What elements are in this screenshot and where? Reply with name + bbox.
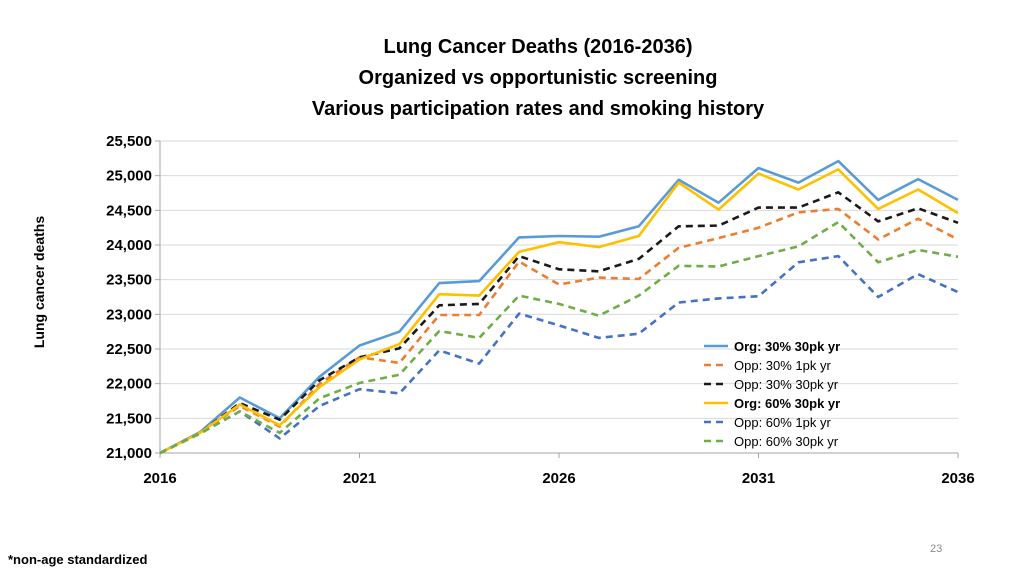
legend-label-6: Opp: 60% 30pk yr [734,434,839,449]
axes: 21,000 21,500 22,000 22,500 23,000 23,500 24,0… [106,133,975,487]
footnote: *non-age standardized [8,552,148,567]
series-line-5 [159,254,959,455]
chart-title-line-2: Organized vs opportunistic screening [359,67,718,89]
legend-label-2: Opp: 30% 1pk yr [734,358,831,373]
x-tick-label: 2031 [742,470,775,487]
legend: Org: 30% 30pk yr Opp: 30% 1pk yr Opp: 30% … [704,339,840,449]
y-tick-label: 22,000 [106,376,152,393]
y-axis-title: Lung cancer deaths [31,216,47,348]
y-tick-label: 25,000 [106,168,152,185]
gridlines [160,140,958,419]
chart-title-line-1: Lung Cancer Deaths (2016-2036) [383,36,692,58]
series-line-2 [159,207,959,455]
y-tick-label: 23,000 [106,306,152,323]
legend-label-4: Org: 60% 30pk yr [734,396,840,411]
x-tick-label: 2021 [343,470,376,487]
y-tick-label: 25,500 [106,133,152,150]
slide-number: 23 [930,543,943,555]
y-tick-label: 24,500 [106,202,152,219]
chart-title-line-3: Various participation rates and smoking … [312,98,765,120]
y-tick-label: 21,500 [106,410,152,427]
x-tick-label: 2016 [143,470,176,487]
y-tick-label: 22,500 [106,341,152,358]
series-line-4 [159,168,959,455]
series-line-1 [159,159,959,455]
x-tick-label: 2026 [542,470,575,487]
series-line-3 [159,191,959,455]
y-tick-label: 23,500 [106,272,152,289]
x-tick-label: 2036 [941,470,974,487]
y-tick-label: 21,000 [106,445,152,462]
series-lines [159,159,959,455]
legend-label-5: Opp: 60% 1pk yr [734,415,831,430]
series-line-6 [159,220,959,455]
legend-label-1: Org: 30% 30pk yr [734,339,840,354]
legend-label-3: Opp: 30% 30pk yr [734,377,839,392]
y-tick-label: 24,000 [106,237,152,254]
chart-title: Lung Cancer Deaths (2016-2036) Organized… [312,36,765,120]
